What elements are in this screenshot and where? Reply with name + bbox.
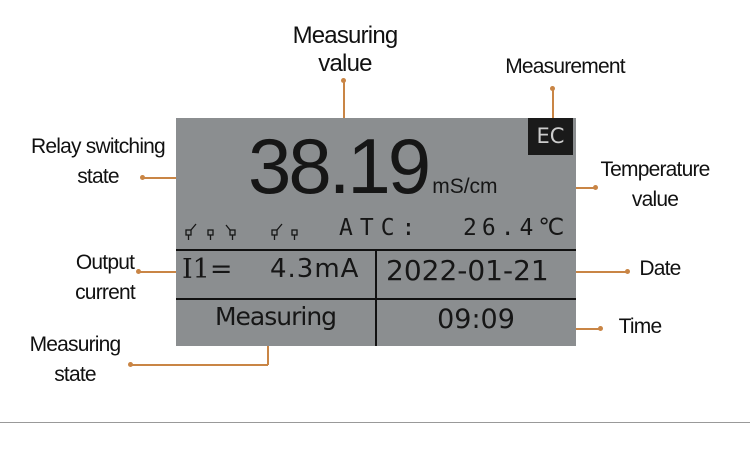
bottom-rule <box>0 422 750 423</box>
output-label: I1= <box>182 254 233 285</box>
label-measuring-state: Measuring state <box>29 333 122 386</box>
label-date: Date <box>639 257 681 280</box>
measurement-type-badge: EC <box>528 118 573 155</box>
label-temperature-value: Temperature value <box>600 158 710 211</box>
relay-closed-alt-icon <box>225 224 236 240</box>
callout-dot <box>598 326 603 331</box>
output-current-value: 4.3mA <box>270 254 360 284</box>
relay-closed-icon <box>185 223 197 240</box>
callout-dot <box>593 185 598 190</box>
date-value: 2022-01-21 <box>386 254 549 287</box>
callout-line <box>552 88 554 118</box>
callout-line <box>130 364 268 366</box>
measuring-value: 38.19 <box>248 122 431 210</box>
callout-dot <box>625 269 630 274</box>
measuring-value-row: 38.19 mS/cm <box>248 126 498 206</box>
divider <box>375 249 377 346</box>
value-unit: mS/cm <box>432 175 498 198</box>
label-measurement: Measurement <box>505 55 625 78</box>
callout-line <box>343 80 345 130</box>
label-time: Time <box>618 315 662 338</box>
relay-open-icon <box>291 229 298 240</box>
callout-line <box>576 271 626 273</box>
label-measuring-value: Measuring value <box>292 22 399 77</box>
lcd-display: EC 38.19 mS/cm ATC: 26.4℃ I1= 4.3mA 2022… <box>176 118 576 346</box>
callout-line <box>553 328 599 330</box>
time-value: 09:09 <box>437 304 515 335</box>
relay-closed-icon <box>271 223 283 240</box>
measuring-state: Measuring <box>214 302 337 331</box>
label-relay-switching-state: Relay switching state <box>31 135 166 188</box>
callout-line <box>267 334 269 365</box>
label-output-current: Output current <box>75 251 136 304</box>
relay-switch-icons <box>185 223 298 240</box>
temperature-value: 26.4℃ <box>463 215 570 241</box>
callout-line <box>138 271 178 273</box>
atc-label: ATC: <box>339 215 423 241</box>
relay-open-icon <box>207 229 214 240</box>
